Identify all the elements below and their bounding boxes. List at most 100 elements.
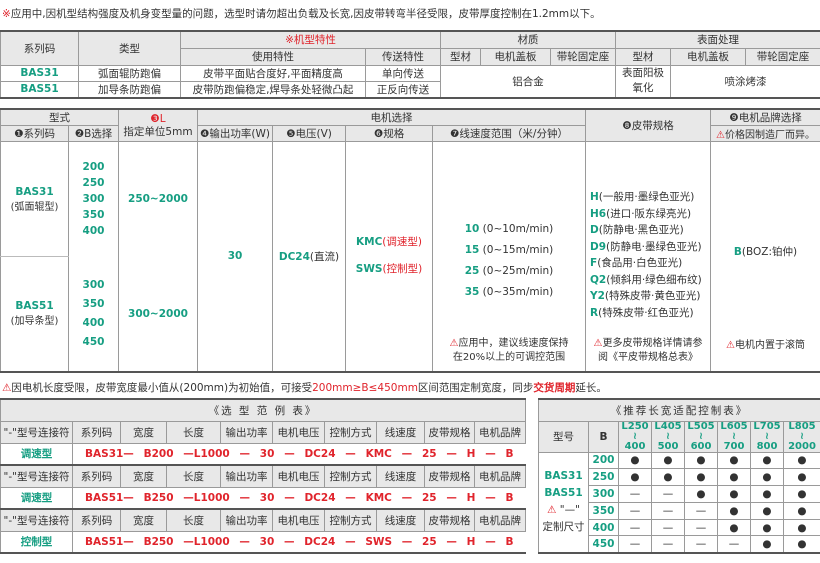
available-dot: ● <box>618 468 652 487</box>
example-header: 长度 <box>166 508 221 532</box>
h-power: ❹输出功率(W) <box>197 125 273 142</box>
example-header: 输出功率 <box>220 420 273 444</box>
h-belt: ❽皮带规格 <box>585 108 711 142</box>
available-dot: ● <box>717 468 751 487</box>
length-range: L705 ≀ 800 <box>750 420 784 453</box>
speed-option: 25 (0~25m/min) <box>434 261 585 282</box>
belt-code: Q2 <box>590 273 607 286</box>
speed-option: 10 (0~10m/min) <box>434 219 585 240</box>
width-row: 400— — — ● ● ● <box>539 518 820 537</box>
example-header: 宽度 <box>120 464 167 488</box>
type: 弧面辊防跑偏 <box>78 64 181 82</box>
example-header: 电机电压 <box>272 420 325 444</box>
model-part: —L1000 <box>183 447 230 460</box>
model-part: B <box>505 491 514 504</box>
series-code: BAS31 <box>0 64 79 82</box>
available-dot: ● <box>750 501 784 520</box>
belt-desc: (一般用·墨绿色亚光) <box>598 191 695 204</box>
example-row: 控制型 BAS51— B250 —L1000 — 30 — DC24 — SWS — 25 — H — B <box>0 530 526 554</box>
h-sub: 带轮固定座 <box>745 47 820 66</box>
speed-note-line: 在20%以上的可调控范围 <box>452 351 566 363</box>
example-header: 宽度 <box>120 420 167 444</box>
custom-dash: — <box>684 501 718 520</box>
example-label: 调速型 <box>0 486 73 510</box>
example-row: 调速型 BAS31— B200 —L1000 — 30 — DC24 — KMC — 25 — H — B <box>0 442 526 466</box>
tilde: ≀ <box>732 430 736 442</box>
available-dot: ● <box>783 451 820 470</box>
belt-note-line: 阅《平皮带规格总表》 <box>598 351 698 363</box>
available-dot: ● <box>783 535 820 554</box>
custom-dash: — <box>618 518 652 537</box>
model-code-parts: BAS51— B250 —L1000 — 30 — DC24 — SWS — 25 — H — B <box>73 536 526 548</box>
belt-desc: (食品用·白色亚光) <box>597 257 683 270</box>
h-b: ❷B选择 <box>68 125 119 142</box>
width-row: 350— — — ● ● ● <box>539 501 820 520</box>
series-bas51-sub: (加导条型) <box>10 316 59 328</box>
custom-dash: — <box>618 501 652 520</box>
model-part: BAS51— <box>85 491 134 504</box>
belt-code: Y2 <box>590 290 605 303</box>
example-header: 系列码 <box>72 464 121 488</box>
length-min: L605 <box>720 421 748 432</box>
belt-option: H6(进口·阪东绿亮光) <box>590 206 710 223</box>
h-sub: 带轮固定座 <box>549 47 617 66</box>
width-row: BAS31 BAS51 ⚠ "—" 定制尺寸 200 ● ● ● ● ● ● <box>538 451 820 554</box>
available-dot: ● <box>783 485 820 503</box>
material: 铝合金 <box>439 64 617 98</box>
example-table: 《选 型 范 例 表》 "-"型号连接符 系列码 宽度 长度 输出功率 电机电压 控制方式 线速… <box>0 398 527 554</box>
length-max: 2000 <box>788 440 816 452</box>
model-part: — <box>345 491 356 504</box>
belt-desc: (特殊皮带·黄色亚光) <box>604 290 701 303</box>
available-dot: ● <box>750 451 784 470</box>
belt-option: Q2(倾斜用·绿色细布纹) <box>590 272 710 289</box>
example-header: 长度 <box>166 420 221 444</box>
speed-value: 10 <box>464 223 480 236</box>
belt-note-line: 更多皮带规格详情请参 <box>602 337 703 349</box>
type: 加导条防跑偏 <box>78 80 181 98</box>
model-part: 25 <box>421 447 437 460</box>
example-header: 线速度 <box>376 508 425 532</box>
series-code: BAS51 <box>0 80 79 98</box>
recommend-table: 《推荐长宽适配控制表》 型号 B L250 ≀ 400 L405 ≀ 500 L505 ≀ 600 L6… <box>538 398 820 554</box>
available-dot: ● <box>651 468 685 487</box>
available-dot: ● <box>684 451 718 470</box>
belt-note: ⚠更多皮带规格详情请参 阅《平皮带规格总表》 <box>587 337 710 365</box>
model-part: — <box>485 535 496 548</box>
belt-list: H(一般用·墨绿色亚光) H6(进口·阪东绿亮光) D(防静电·黑色亚光) D9(防静… <box>587 189 710 321</box>
h-trans: 传送特性 <box>365 47 441 66</box>
speed-range: (0~10m/min) <box>482 223 554 236</box>
speed-value: 25 <box>464 265 480 278</box>
example-header: 输出功率 <box>220 508 273 532</box>
b-option: 350 <box>82 297 105 310</box>
model-part: B <box>505 535 514 548</box>
example-label: 控制型 <box>0 530 73 554</box>
width-value: 300 <box>588 485 619 503</box>
model-part: DC24 <box>304 447 336 460</box>
belt-option: D9(防静电·墨绿色亚光) <box>590 239 710 256</box>
length-max: 400 <box>624 440 646 452</box>
belt-code: D9 <box>590 240 607 253</box>
speed-option: 15 (0~15m/min) <box>434 240 585 261</box>
width-value: 250 <box>588 468 619 487</box>
speed-range: (0~15m/min) <box>482 244 554 257</box>
model-part: 30 <box>259 447 275 460</box>
spec-sws: SWS(控制型) <box>347 256 432 283</box>
available-dot: ● <box>717 451 751 470</box>
available-dot: ● <box>750 468 784 487</box>
length-min: L250 <box>621 421 649 432</box>
header-row: 型号 B L250 ≀ 400 L405 ≀ 500 L505 ≀ 600 L605 ≀ 700 L705 ≀… <box>538 420 820 453</box>
length-max: 700 <box>723 440 745 452</box>
use: 皮带平面贴合度好,平面精度高 <box>180 64 366 82</box>
h-material: 材质 <box>439 30 617 49</box>
model-part: B250 <box>143 535 174 548</box>
custom-dash: — <box>684 518 718 537</box>
brand-note-text: 电机内置于滚筒 <box>734 339 805 351</box>
model-cell: BAS31 BAS51 ⚠ "—" 定制尺寸 <box>538 451 589 554</box>
available-dot: ● <box>783 468 820 487</box>
speed-value: 15 <box>464 244 480 257</box>
top-note: ※应用中,因机型结构强度及机身变型量的问题，选型时请勿超出负载及长宽,因皮带转弯… <box>2 6 601 21</box>
model-part: — <box>284 447 295 460</box>
brand-note: ⚠电机内置于滚筒 <box>712 336 820 351</box>
model-part: —L1000 <box>183 491 230 504</box>
speed-option: 35 (0~35m/min) <box>434 282 585 303</box>
